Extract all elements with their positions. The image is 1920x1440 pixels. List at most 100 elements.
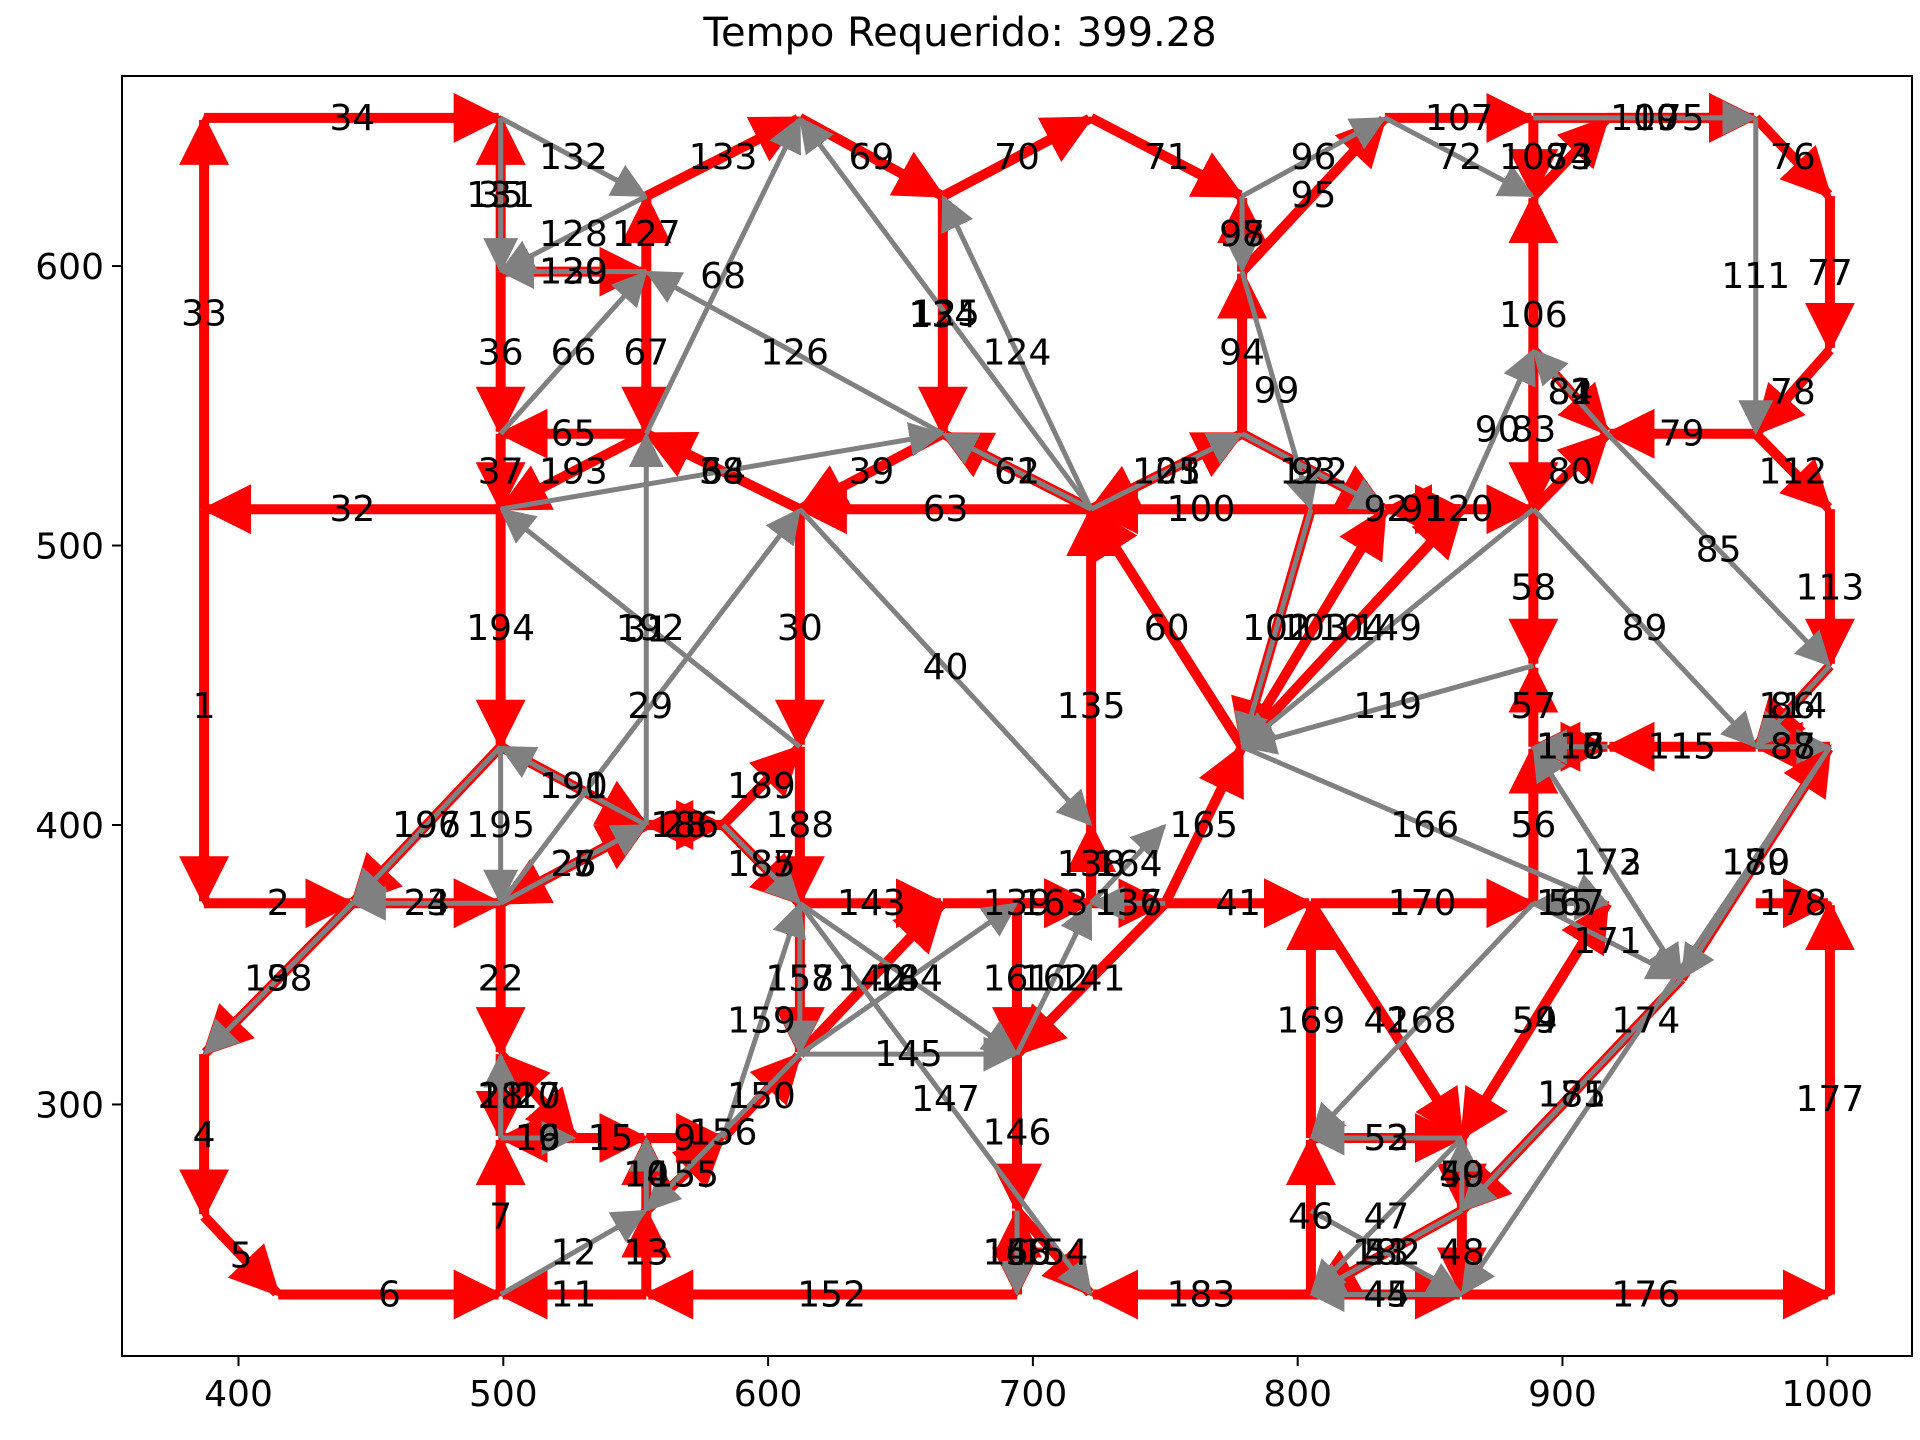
edge-label-105: 105 bbox=[1132, 451, 1201, 492]
edge-27 bbox=[499, 823, 648, 906]
edge-74 bbox=[1529, 115, 1610, 200]
edge-193 bbox=[497, 429, 649, 513]
edge-label-16: 16 bbox=[515, 1118, 561, 1159]
edge-label-84: 84 bbox=[1548, 372, 1594, 413]
edge-label-137: 137 bbox=[1094, 883, 1163, 924]
edge-label-102: 102 bbox=[1242, 608, 1311, 649]
edge-label-170: 170 bbox=[1388, 883, 1457, 924]
edge-label-122: 122 bbox=[1279, 451, 1348, 492]
edge-72 bbox=[1383, 115, 1535, 198]
edge-label-172: 172 bbox=[1573, 843, 1642, 884]
edge-29 bbox=[498, 507, 801, 905]
edge-layer bbox=[179, 92, 1855, 1320]
edge-label-111: 111 bbox=[1721, 256, 1790, 297]
edge-label-145: 145 bbox=[874, 1034, 943, 1075]
edge-159 bbox=[720, 901, 807, 1139]
edge-124 bbox=[941, 194, 1094, 511]
edge-label-49: 49 bbox=[1439, 1154, 1485, 1195]
edge-label-89: 89 bbox=[1622, 608, 1668, 649]
edge-label-187: 187 bbox=[727, 844, 796, 885]
edge-label-186: 186 bbox=[650, 805, 719, 846]
edge-label-31: 31 bbox=[623, 609, 669, 650]
edge-label-129: 129 bbox=[539, 252, 608, 293]
edge-132 bbox=[499, 115, 648, 198]
edge-label-183: 183 bbox=[1167, 1275, 1236, 1316]
edge-label-189: 189 bbox=[727, 766, 796, 807]
edge-label-78: 78 bbox=[1770, 372, 1816, 413]
edge-184 bbox=[798, 901, 1019, 1056]
edge-label-149: 149 bbox=[1353, 608, 1422, 649]
edge-68 bbox=[644, 116, 802, 435]
edge-192 bbox=[499, 508, 802, 749]
edge-label-135: 135 bbox=[1057, 686, 1126, 727]
edge-label-48: 48 bbox=[1439, 1233, 1485, 1274]
edge-label-19: 19 bbox=[515, 1118, 561, 1159]
edge-label-162: 162 bbox=[1020, 959, 1089, 1000]
edge-label-136: 136 bbox=[1094, 883, 1163, 924]
edge-label-88: 88 bbox=[1770, 727, 1816, 768]
edge-label-75: 75 bbox=[1659, 98, 1705, 139]
edge-label-63: 63 bbox=[923, 489, 969, 530]
edge-label-3: 3 bbox=[267, 959, 290, 1000]
edge-label-32: 32 bbox=[329, 489, 375, 530]
edge-70 bbox=[940, 114, 1094, 201]
edge-label-23: 23 bbox=[404, 883, 450, 924]
x-tick-label: 500 bbox=[469, 1374, 538, 1415]
edge-label-86: 86 bbox=[1770, 686, 1816, 727]
edge-label-94: 94 bbox=[1219, 333, 1265, 374]
edge-label-96: 96 bbox=[1291, 137, 1337, 178]
edge-label-143: 143 bbox=[837, 883, 906, 924]
edge-label-30: 30 bbox=[777, 608, 823, 649]
edge-label-67: 67 bbox=[623, 333, 669, 374]
edge-label-53: 53 bbox=[1363, 1118, 1409, 1159]
x-tick-label: 400 bbox=[204, 1374, 273, 1415]
edge-label-47: 47 bbox=[1363, 1196, 1409, 1237]
edge-label-140: 140 bbox=[837, 959, 906, 1000]
edge-label-130: 130 bbox=[539, 252, 608, 293]
edge-label-60: 60 bbox=[1144, 608, 1190, 649]
edge-76 bbox=[1752, 114, 1833, 199]
edge-label-190: 190 bbox=[539, 766, 608, 807]
edge-label-14: 14 bbox=[623, 1154, 669, 1195]
edge-label-28: 28 bbox=[662, 805, 708, 846]
edge-label-18: 18 bbox=[478, 1076, 524, 1117]
edge-label-54: 54 bbox=[1512, 1001, 1558, 1042]
edge-label-146: 146 bbox=[983, 1112, 1052, 1153]
edge-label-123: 123 bbox=[1132, 451, 1201, 492]
edge-label-40: 40 bbox=[923, 647, 969, 688]
edge-66 bbox=[498, 270, 648, 436]
edge-label-166: 166 bbox=[1390, 805, 1459, 846]
edge-label-112: 112 bbox=[1758, 451, 1827, 492]
edge-label-95: 95 bbox=[1291, 175, 1337, 216]
edge-114 bbox=[1754, 664, 1832, 748]
edge-label-167: 167 bbox=[1536, 883, 1605, 924]
edge-label-116: 116 bbox=[1536, 727, 1605, 768]
edge-label-156: 156 bbox=[689, 1112, 758, 1153]
edge-label-128: 128 bbox=[539, 214, 608, 255]
edge-label-148: 148 bbox=[983, 1233, 1052, 1274]
edge-119 bbox=[1240, 663, 1535, 755]
edge-label-133: 133 bbox=[689, 137, 758, 178]
edge-label-44: 44 bbox=[1363, 1275, 1409, 1316]
edge-label-27: 27 bbox=[551, 844, 597, 885]
edge-47 bbox=[1309, 1136, 1464, 1296]
edge-label-68: 68 bbox=[700, 256, 746, 297]
edge-label-56: 56 bbox=[1510, 805, 1556, 846]
edge-label-103: 103 bbox=[1279, 608, 1348, 649]
edge-123 bbox=[1090, 432, 1244, 512]
edge-label-5: 5 bbox=[230, 1235, 253, 1276]
edge-label-13: 13 bbox=[623, 1233, 669, 1274]
edge-label-177: 177 bbox=[1796, 1079, 1865, 1120]
edge-label-98: 98 bbox=[1219, 214, 1265, 255]
edge-label-90: 90 bbox=[1475, 410, 1521, 451]
edge-label-1: 1 bbox=[193, 686, 216, 727]
edge-label-79: 79 bbox=[1659, 414, 1705, 455]
edge-label-150: 150 bbox=[727, 1076, 796, 1117]
edge-96 bbox=[1240, 116, 1387, 199]
y-tick-label: 600 bbox=[35, 247, 104, 288]
edge-43 bbox=[1309, 1208, 1464, 1296]
edge-125 bbox=[798, 116, 1094, 511]
edge-label-20: 20 bbox=[515, 1076, 561, 1117]
edge-label-198: 198 bbox=[244, 959, 313, 1000]
edge-label-4: 4 bbox=[193, 1115, 216, 1156]
